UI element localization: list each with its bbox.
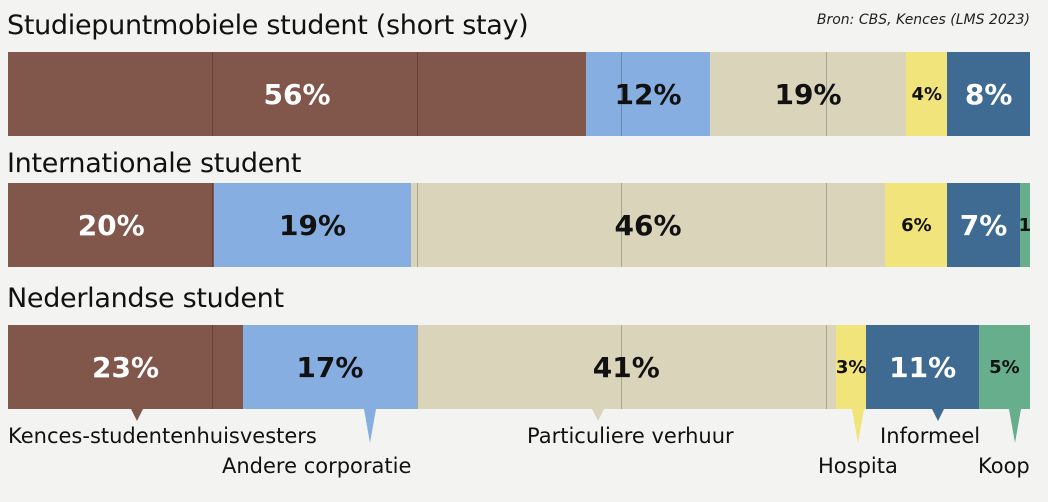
- data-label: 8%: [964, 77, 1013, 111]
- legend-label: Particuliere verhuur: [527, 424, 734, 448]
- bar-segment: 17%: [243, 325, 417, 409]
- data-label: 17%: [296, 350, 364, 384]
- gridline: [825, 325, 827, 409]
- data-label: 1: [1018, 214, 1032, 236]
- data-label: 20%: [77, 208, 145, 242]
- stacked-bar: 20% 19% 46% 6% 7% 1: [8, 183, 1032, 267]
- bar-segment: 8%: [947, 52, 1030, 136]
- legend-label: Hospita: [818, 454, 898, 478]
- source-note: Bron: CBS, Kences (LMS 2023): [816, 12, 1030, 28]
- data-label: 19%: [279, 208, 347, 242]
- bar-segment: 3%: [835, 325, 867, 409]
- data-label: 46%: [614, 208, 682, 242]
- gridline: [416, 52, 418, 136]
- legend-label: Informeel: [880, 424, 981, 448]
- bar-segment: 19%: [709, 52, 907, 136]
- gridline: [416, 183, 418, 267]
- row-title: Internationale student: [7, 148, 302, 179]
- legend-label: Kences-studentenhuisvesters: [8, 424, 317, 448]
- bar-segment: 1: [1018, 183, 1032, 267]
- bar-segment: 19%: [214, 183, 411, 267]
- data-label: 56%: [263, 77, 331, 111]
- gridline: [621, 183, 623, 267]
- gridline: [621, 325, 623, 409]
- data-label: 19%: [774, 77, 842, 111]
- legend-pointer: [852, 409, 864, 443]
- legend-pointer: [592, 409, 604, 421]
- legend-pointer: [364, 409, 376, 443]
- bar-segment: 5%: [978, 325, 1030, 409]
- bar-segment: 23%: [8, 325, 244, 409]
- row-title: Nederlandse student: [7, 283, 284, 314]
- stacked-bar: 56% 12% 19% 4% 8%: [8, 52, 1030, 136]
- bar-segment: 4%: [906, 52, 948, 136]
- bar-segment: 12%: [586, 52, 710, 136]
- legend-pointer: [1009, 409, 1021, 443]
- bar-segment: 6%: [885, 183, 948, 267]
- legend-pointer: [932, 409, 944, 421]
- gridline: [212, 52, 214, 136]
- data-label: 41%: [592, 350, 660, 384]
- bar-segment: 11%: [866, 325, 979, 409]
- legend-label: Andere corporatie: [222, 454, 412, 478]
- data-label: 5%: [989, 356, 1020, 378]
- data-label: 4%: [911, 83, 943, 105]
- data-label: 12%: [614, 77, 682, 111]
- bar-segment: 46%: [410, 183, 886, 267]
- data-label: 7%: [959, 208, 1008, 242]
- gridline: [825, 183, 827, 267]
- bar-segment: 41%: [416, 325, 836, 409]
- row-title: Studiepuntmobiele student (short stay): [7, 10, 529, 41]
- gridline: [212, 183, 214, 267]
- bar-segment: 56%: [8, 52, 587, 136]
- bar-segment: 20%: [8, 183, 215, 267]
- gridline: [416, 325, 418, 409]
- stacked-bar: 23% 17% 41% 3% 11% 5%: [8, 325, 1030, 409]
- legend-label: Koop: [978, 454, 1030, 478]
- bar-segment: 7%: [947, 183, 1020, 267]
- gridline: [825, 52, 827, 136]
- data-label: 6%: [901, 214, 932, 236]
- data-label: 23%: [92, 350, 160, 384]
- gridline: [621, 52, 623, 136]
- data-label: 11%: [889, 350, 957, 384]
- gridline: [212, 325, 214, 409]
- data-label: 3%: [835, 356, 867, 378]
- legend-pointer: [131, 409, 143, 421]
